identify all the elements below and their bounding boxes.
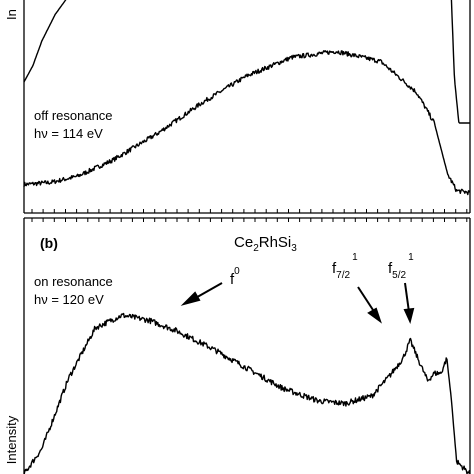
peak-label-f52: f5/21 xyxy=(388,252,414,281)
panel-b-top-ticks xyxy=(24,217,470,222)
panel-a-condition: off resonance xyxy=(34,108,113,123)
peak-label-f0: f0 xyxy=(230,266,240,288)
panel-a-frame xyxy=(23,0,471,213)
panel-a-photon-energy: hν = 114 eV xyxy=(34,126,103,141)
peak-label-f72: f7/21 xyxy=(332,252,358,281)
panel-b-condition: on resonance xyxy=(34,274,113,289)
panel-a-ylabel: In xyxy=(4,9,19,20)
panel-a-spectrum-0 xyxy=(23,50,471,196)
panel-b-label: (b) xyxy=(40,235,58,251)
panel-b-photon-energy: hν = 120 eV xyxy=(34,292,104,307)
panel-b-spectrum-0 xyxy=(23,312,471,474)
panel-b-ylabel: Intensity xyxy=(4,415,19,464)
arrow-f72 xyxy=(357,286,382,324)
compound-label: Ce2RhSi3 xyxy=(234,234,297,254)
panel-a-bottom-ticks xyxy=(24,209,470,214)
panel-b-frame xyxy=(23,218,471,474)
panel-a-spectrum-2 xyxy=(450,0,470,124)
panel-a-spectrum-1 xyxy=(23,0,67,83)
arrow-f52 xyxy=(403,282,415,325)
arrow-f0 xyxy=(180,282,223,306)
peak-arrows xyxy=(180,282,415,325)
